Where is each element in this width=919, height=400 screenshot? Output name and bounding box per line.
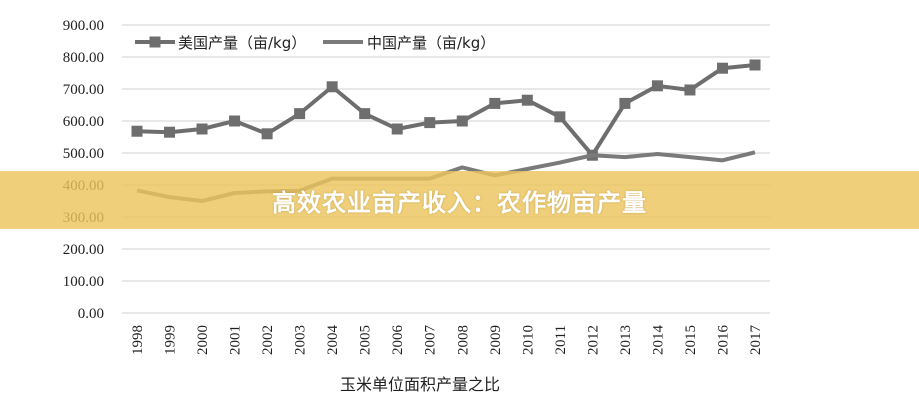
data-point — [684, 84, 696, 96]
x-tick-label: 2000 — [195, 325, 211, 355]
x-tick-label: 2012 — [585, 325, 601, 355]
legend-label-1: 美国产量（亩/kg） — [178, 34, 306, 52]
y-tick-label: 200.00 — [63, 242, 104, 258]
data-point — [716, 62, 728, 74]
x-tick-label: 2010 — [520, 325, 536, 355]
x-tick-label: 2007 — [423, 325, 439, 356]
data-point — [489, 97, 501, 109]
y-tick-label: 500.00 — [63, 146, 104, 162]
x-tick-label: 1999 — [163, 325, 179, 355]
y-tick-label: 0.00 — [78, 306, 104, 322]
x-tick-label: 2004 — [325, 325, 341, 356]
legend-marker-1 — [149, 36, 161, 48]
x-tick-label: 1998 — [130, 325, 146, 355]
data-point — [749, 59, 761, 71]
overlay-banner: 高效农业亩产收入：农作物亩产量 — [0, 171, 919, 229]
y-tick-label: 900.00 — [63, 18, 104, 34]
data-point — [651, 80, 663, 92]
x-tick-label: 2001 — [228, 325, 244, 355]
x-tick-label: 2011 — [553, 325, 569, 354]
legend-label-2: 中国产量（亩/kg） — [367, 34, 495, 52]
x-tick-label: 2008 — [455, 325, 471, 355]
data-point — [131, 125, 143, 137]
x-axis-label: 玉米单位面积产量之比 — [340, 375, 500, 394]
data-point — [261, 128, 273, 140]
legend: 美国产量（亩/kg） 中国产量（亩/kg） — [135, 34, 495, 52]
data-point — [456, 115, 468, 127]
data-point — [294, 108, 306, 120]
data-point — [619, 97, 631, 109]
x-tick-label: 2005 — [358, 325, 374, 355]
x-tick-label: 2003 — [293, 325, 309, 355]
grid-lines — [122, 24, 770, 314]
x-tick-label: 2002 — [260, 325, 276, 355]
y-tick-label: 800.00 — [63, 50, 104, 66]
x-tick-label: 2016 — [715, 325, 731, 356]
data-point — [196, 123, 208, 135]
x-tick-label: 2015 — [683, 325, 699, 355]
x-tick-label: 2017 — [748, 325, 764, 356]
x-tick-label: 2014 — [650, 325, 666, 356]
data-point — [359, 108, 371, 120]
data-point — [424, 117, 436, 129]
banner-title: 高效农业亩产收入：农作物亩产量 — [272, 188, 647, 217]
data-point — [326, 81, 338, 93]
x-tick-label: 2013 — [618, 325, 634, 355]
data-point — [521, 94, 533, 106]
data-point — [391, 123, 403, 135]
data-point — [164, 126, 176, 138]
data-point — [229, 115, 241, 127]
y-axis-ticks: 0.00100.00200.00300.00400.00500.00600.00… — [63, 18, 104, 322]
y-tick-label: 100.00 — [63, 274, 104, 290]
y-tick-label: 600.00 — [63, 114, 104, 130]
x-axis-ticks: 1998 1999 2000 2001 2002 2003 2004 2005 2006 2007… — [130, 325, 764, 356]
x-tick-label: 2009 — [488, 325, 504, 355]
series-line-1 — [136, 63, 756, 158]
x-tick-label: 2006 — [390, 325, 406, 356]
data-point — [554, 111, 566, 123]
y-tick-label: 700.00 — [63, 82, 104, 98]
